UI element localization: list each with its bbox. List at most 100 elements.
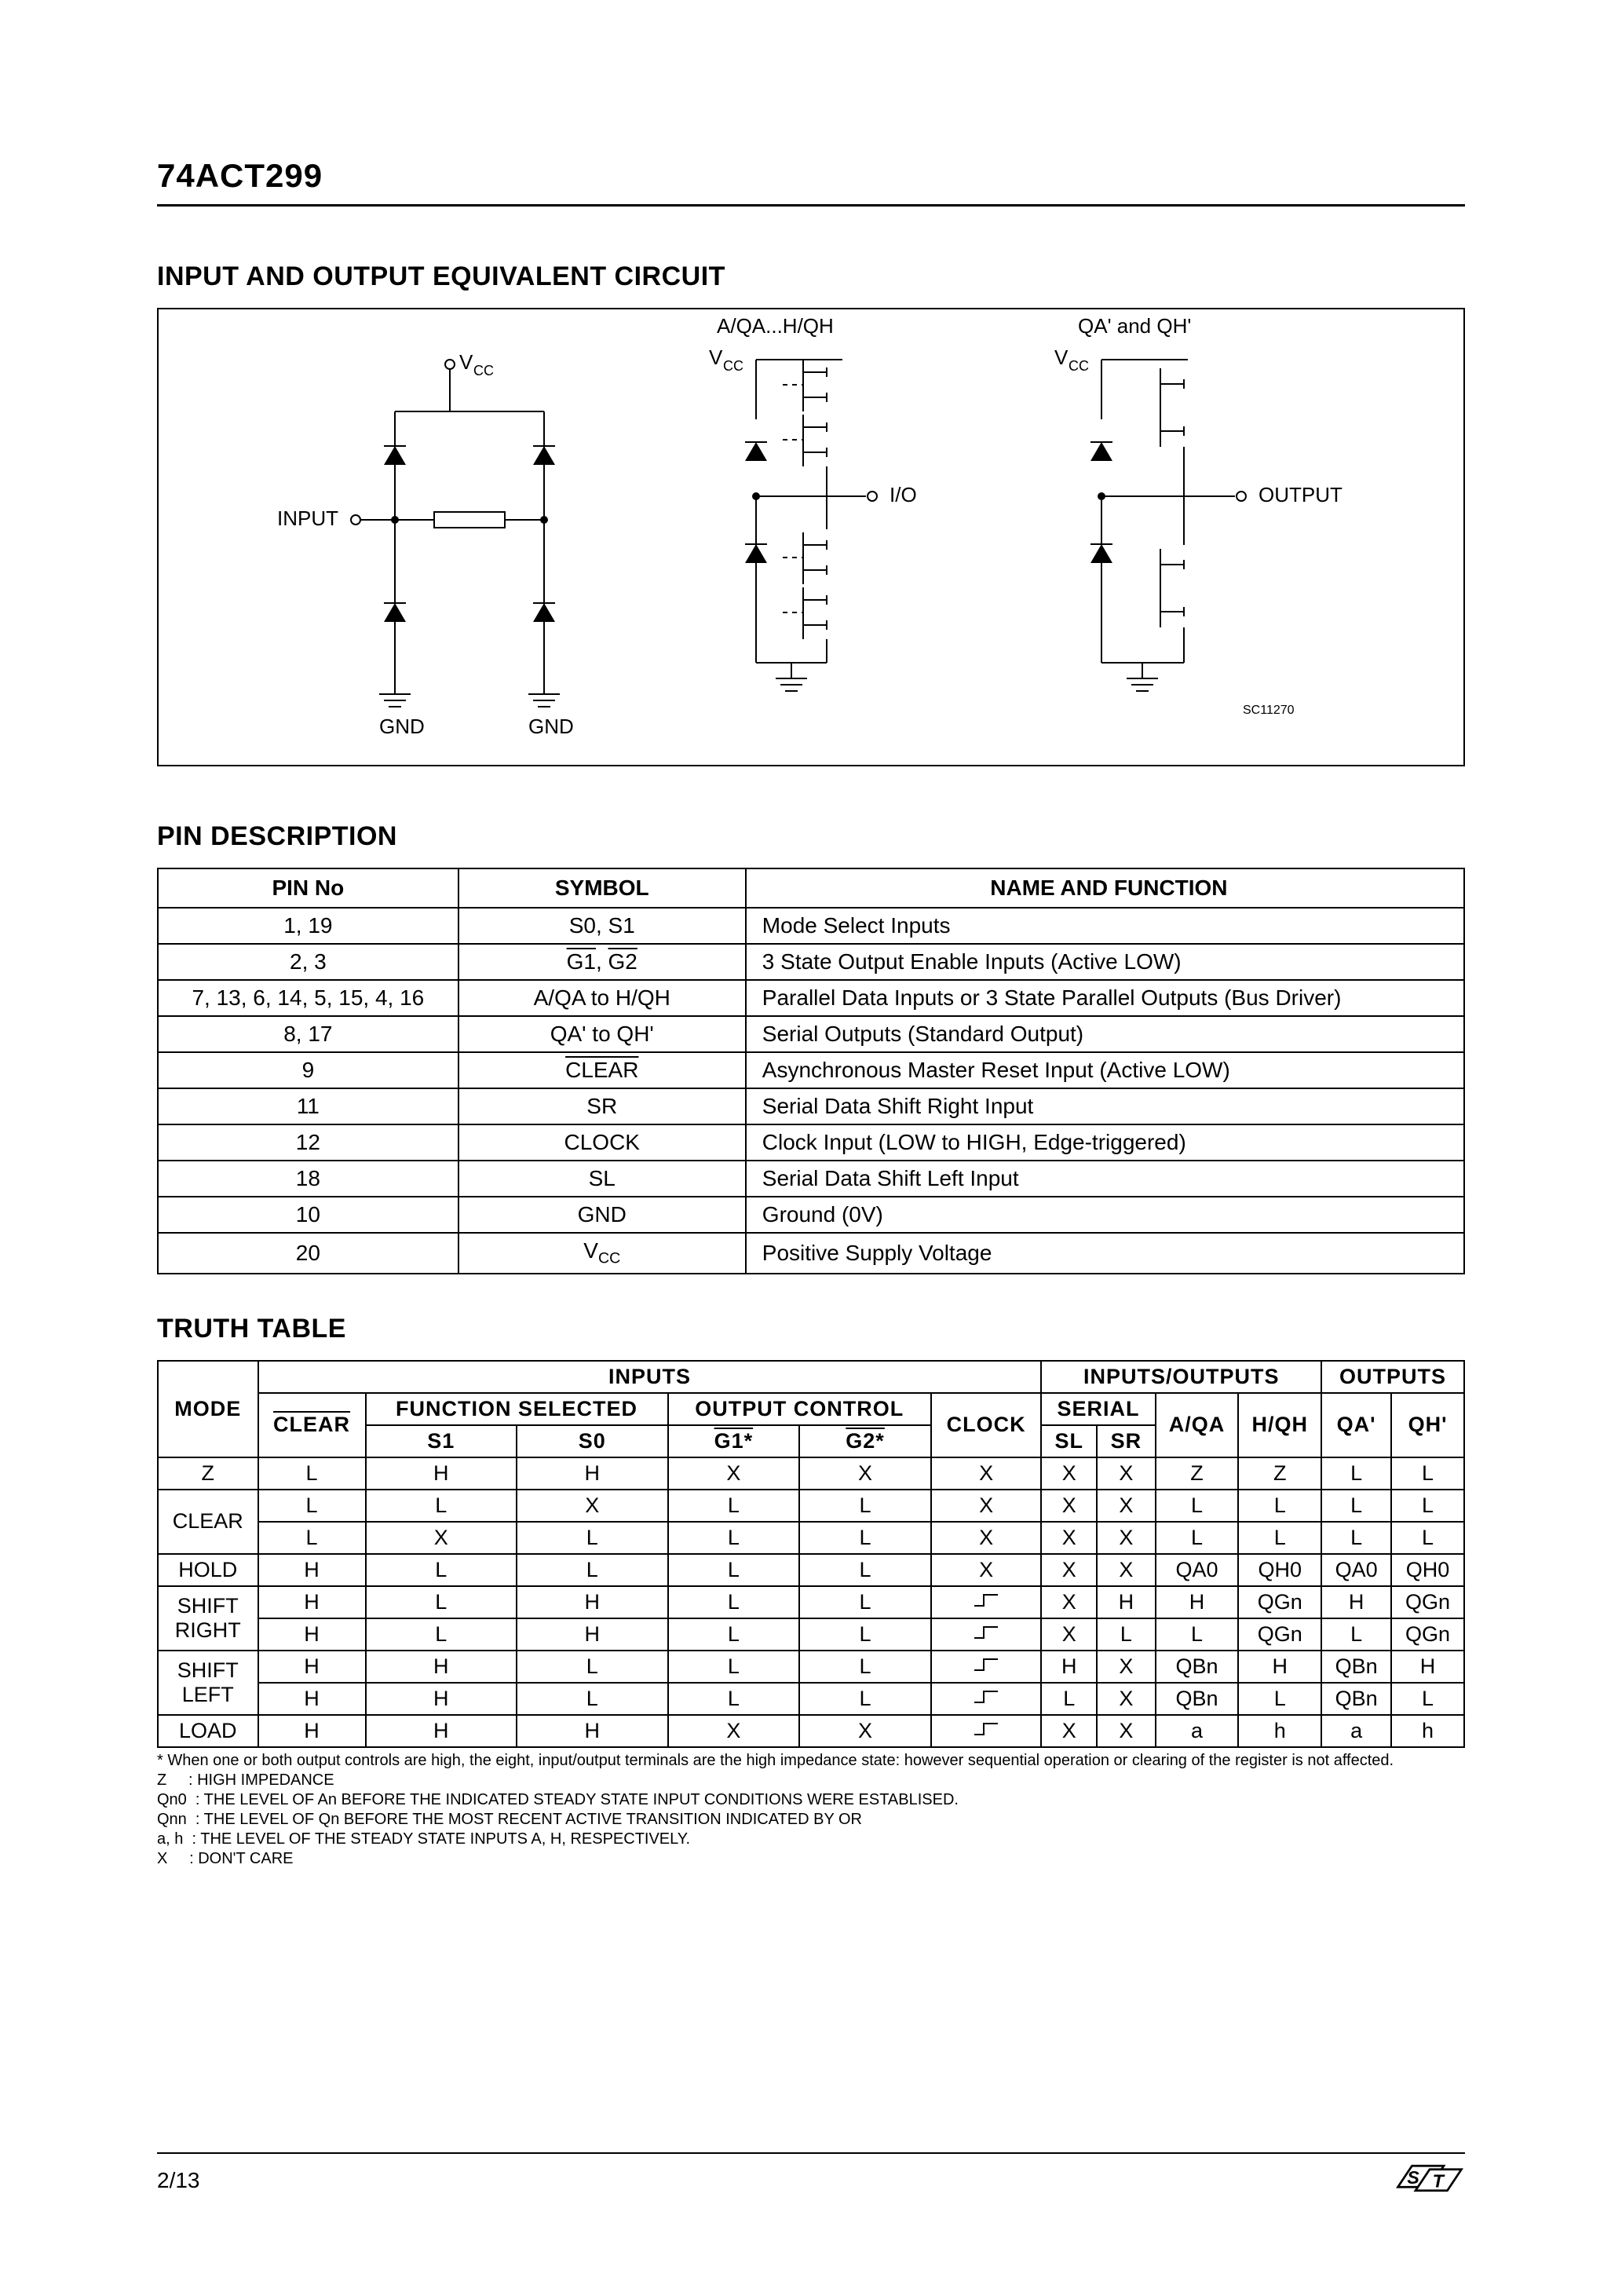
- truth-cell: L: [668, 1651, 800, 1683]
- name-cell: Asynchronous Master Reset Input (Active …: [746, 1052, 1464, 1088]
- clock-cell: [931, 1715, 1042, 1747]
- truth-cell: L: [366, 1618, 517, 1651]
- truth-cell: X: [668, 1715, 800, 1747]
- svg-text:S: S: [1407, 2167, 1419, 2188]
- truth-cell: X: [1097, 1715, 1156, 1747]
- truth-cell: X: [1097, 1457, 1156, 1490]
- truth-table-title: TRUTH TABLE: [157, 1314, 1465, 1344]
- name-cell: Parallel Data Inputs or 3 State Parallel…: [746, 980, 1464, 1016]
- name-cell: Ground (0V): [746, 1197, 1464, 1233]
- mode-cell: HOLD: [158, 1554, 258, 1586]
- truth-cell: X: [1097, 1651, 1156, 1683]
- pin-no-cell: 2, 3: [158, 944, 458, 980]
- symbol-cell: S0, S1: [458, 908, 746, 944]
- truth-cell: H: [1238, 1651, 1321, 1683]
- pin-no-cell: 7, 13, 6, 14, 5, 15, 4, 16: [158, 980, 458, 1016]
- clock-cell: X: [931, 1490, 1042, 1522]
- truth-cell: H: [1041, 1651, 1097, 1683]
- truth-table-row: CLEARLLXLLXXXLLLL: [158, 1490, 1464, 1522]
- pin-table-row: 7, 13, 6, 14, 5, 15, 4, 16A/QA to H/QHPa…: [158, 980, 1464, 1016]
- truth-cell: H: [258, 1683, 366, 1715]
- truth-cell: L: [1238, 1683, 1321, 1715]
- truth-cell: QH0: [1391, 1554, 1464, 1586]
- truth-cell: L: [517, 1683, 668, 1715]
- truth-cell: L: [799, 1651, 931, 1683]
- truth-cell: L: [1238, 1522, 1321, 1554]
- svg-text:A/QA...H/QH: A/QA...H/QH: [717, 314, 834, 338]
- footnote-qnn: Qnn : THE LEVEL OF Qn BEFORE THE MOST RE…: [157, 1810, 1465, 1830]
- svg-text:SC11270: SC11270: [1243, 704, 1295, 717]
- symbol-cell: QA' to QH': [458, 1016, 746, 1052]
- clock-cell: [931, 1586, 1042, 1618]
- truth-cell: H: [258, 1715, 366, 1747]
- truth-cell: L: [799, 1586, 931, 1618]
- truth-cell: X: [1097, 1554, 1156, 1586]
- truth-cell: QBn: [1156, 1683, 1239, 1715]
- truth-cell: H: [366, 1683, 517, 1715]
- truth-cell: h: [1391, 1715, 1464, 1747]
- clock-cell: [931, 1683, 1042, 1715]
- name-cell: Clock Input (LOW to HIGH, Edge-triggered…: [746, 1124, 1464, 1161]
- truth-cell: L: [1321, 1490, 1391, 1522]
- truth-cell: a: [1321, 1715, 1391, 1747]
- footnote-x: X : DON'T CARE: [157, 1849, 1465, 1869]
- page-number: 2/13: [157, 2168, 200, 2193]
- truth-cell: H: [517, 1715, 668, 1747]
- truth-cell: X: [1041, 1554, 1097, 1586]
- truth-table-row: HOLDHLLLLXXXQA0QH0QA0QH0: [158, 1554, 1464, 1586]
- symbol-cell: CLOCK: [458, 1124, 746, 1161]
- truth-table-row: HLHLLXLLQGnLQGn: [158, 1618, 1464, 1651]
- truth-cell: H: [517, 1457, 668, 1490]
- pin-table-row: 2, 3G1, G23 State Output Enable Inputs (…: [158, 944, 1464, 980]
- truth-cell: H: [258, 1651, 366, 1683]
- truth-cell: L: [1156, 1618, 1239, 1651]
- truth-cell: L: [1391, 1457, 1464, 1490]
- th-s0: S0: [517, 1425, 668, 1457]
- name-cell: 3 State Output Enable Inputs (Active LOW…: [746, 944, 1464, 980]
- pin-description-table: PIN No SYMBOL NAME AND FUNCTION 1, 19S0,…: [157, 868, 1465, 1274]
- truth-cell: L: [799, 1618, 931, 1651]
- name-cell: Serial Data Shift Left Input: [746, 1161, 1464, 1197]
- truth-cell: L: [799, 1554, 931, 1586]
- truth-cell: X: [1041, 1457, 1097, 1490]
- truth-cell: H: [258, 1618, 366, 1651]
- truth-cell: H: [1156, 1586, 1239, 1618]
- mode-cell: CLEAR: [158, 1490, 258, 1554]
- svg-text:CC: CC: [473, 363, 494, 378]
- truth-cell: L: [366, 1586, 517, 1618]
- truth-cell: X: [799, 1715, 931, 1747]
- pin-no-cell: 10: [158, 1197, 458, 1233]
- svg-text:OUTPUT: OUTPUT: [1259, 483, 1343, 506]
- truth-cell: L: [1156, 1490, 1239, 1522]
- pin-no-cell: 11: [158, 1088, 458, 1124]
- equivalent-circuit-diagram: V CC: [157, 308, 1465, 766]
- th-qh: QH': [1391, 1393, 1464, 1457]
- pin-no-cell: 20: [158, 1233, 458, 1274]
- svg-text:V: V: [459, 350, 473, 374]
- th-hqh: H/QH: [1238, 1393, 1321, 1457]
- truth-cell: H: [1321, 1586, 1391, 1618]
- pin-no-cell: 12: [158, 1124, 458, 1161]
- th-outputs: OUTPUTS: [1321, 1361, 1464, 1393]
- truth-cell: H: [258, 1554, 366, 1586]
- truth-cell: L: [799, 1683, 931, 1715]
- truth-cell: QH0: [1238, 1554, 1321, 1586]
- truth-cell: QBn: [1321, 1683, 1391, 1715]
- symbol-cell: A/QA to H/QH: [458, 980, 746, 1016]
- truth-cell: X: [1041, 1490, 1097, 1522]
- pin-table-row: 9CLEARAsynchronous Master Reset Input (A…: [158, 1052, 1464, 1088]
- truth-table: MODE INPUTS INPUTS/OUTPUTS OUTPUTS CLEAR…: [157, 1360, 1465, 1748]
- truth-cell: X: [1097, 1490, 1156, 1522]
- truth-cell: Z: [1238, 1457, 1321, 1490]
- mode-cell: LOAD: [158, 1715, 258, 1747]
- truth-cell: h: [1238, 1715, 1321, 1747]
- truth-cell: H: [366, 1715, 517, 1747]
- truth-cell: X: [1041, 1715, 1097, 1747]
- truth-cell: L: [668, 1618, 800, 1651]
- symbol-header: SYMBOL: [458, 868, 746, 908]
- pin-table-row: 18SLSerial Data Shift Left Input: [158, 1161, 1464, 1197]
- th-function: FUNCTION SELECTED: [366, 1393, 668, 1425]
- pin-table-row: 11SRSerial Data Shift Right Input: [158, 1088, 1464, 1124]
- svg-text:V: V: [1054, 345, 1069, 369]
- name-cell: Positive Supply Voltage: [746, 1233, 1464, 1274]
